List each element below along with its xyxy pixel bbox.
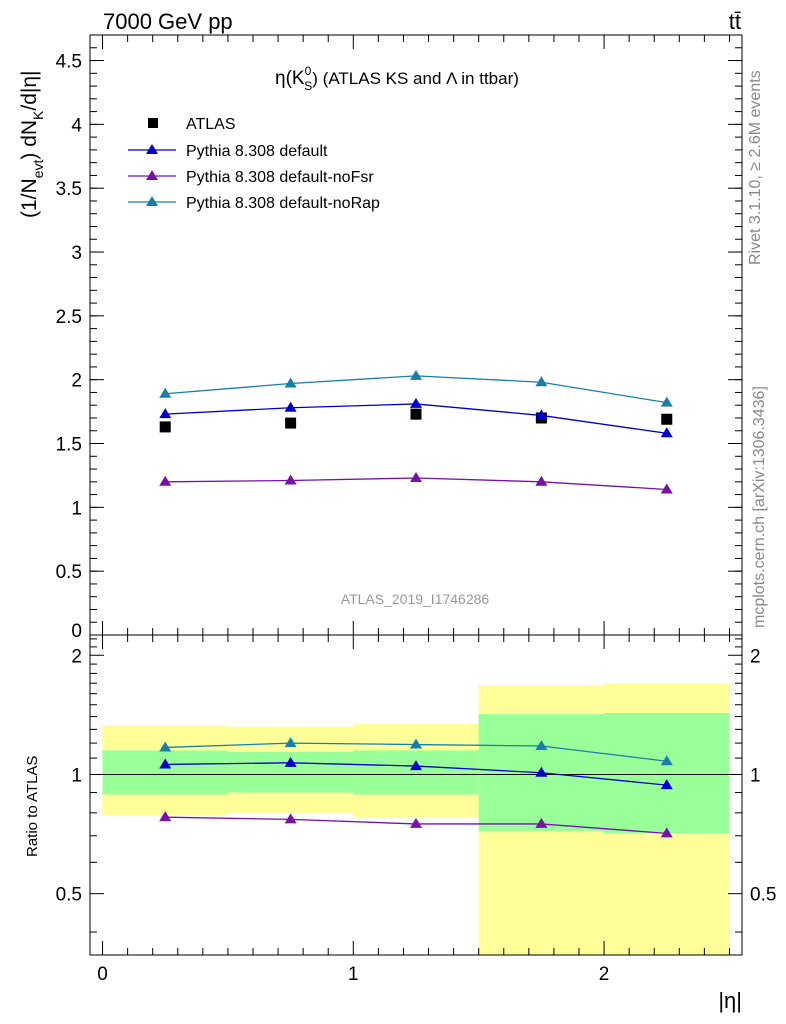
series-point-2 bbox=[284, 474, 297, 485]
ratio-series-point-0 bbox=[159, 758, 172, 769]
ylabel-part-3: ) dN bbox=[18, 120, 41, 160]
ratio-series-point-1 bbox=[159, 811, 172, 822]
main-y-tick-label: 4 bbox=[71, 115, 82, 136]
plot-title-sub: S bbox=[304, 79, 312, 93]
main-y-tick-label: 0.5 bbox=[56, 562, 82, 583]
main-y-axis-label: (1/Nevt) dNK/d|η| bbox=[18, 70, 46, 218]
legend-label-norap: Pythia 8.308 default-noRap bbox=[186, 195, 380, 212]
series-point-1 bbox=[660, 427, 673, 438]
header-process-label: tt̄ bbox=[729, 9, 741, 34]
legend-marker-triangle bbox=[146, 144, 158, 154]
series-point-1 bbox=[159, 408, 172, 419]
legend-label-default: Pythia 8.308 default bbox=[186, 143, 328, 160]
ratio-band-green bbox=[604, 712, 730, 834]
ratio-series-point-2 bbox=[284, 737, 297, 748]
legend-entry-norap: Pythia 8.308 default-noRap bbox=[128, 195, 380, 212]
main-y-tick-label: 3.5 bbox=[56, 179, 82, 200]
ylabel-part-5: /d|η| bbox=[18, 70, 41, 110]
atlas-data-point bbox=[159, 421, 171, 433]
x-tick-label: 0 bbox=[97, 964, 108, 985]
main-plot-marks bbox=[159, 369, 673, 494]
atlas-data-point bbox=[410, 408, 422, 420]
series-point-3 bbox=[159, 387, 172, 398]
series-point-1 bbox=[535, 409, 548, 420]
series-point-2 bbox=[159, 475, 172, 486]
ratio-series-point-2 bbox=[159, 741, 172, 752]
ratio-series-point-2 bbox=[660, 755, 673, 766]
main-y-tick-label: 1.5 bbox=[56, 435, 82, 456]
ratio-series-point-1 bbox=[284, 813, 297, 824]
legend: ATLAS Pythia 8.308 default Pythia 8.308 … bbox=[128, 116, 380, 212]
ratio-y-tick-label-right: 1 bbox=[750, 765, 761, 786]
ratio-axis-ticks: 0.5 0.5 1 1 2 2 0 1 2 bbox=[56, 635, 776, 985]
legend-entry-default: Pythia 8.308 default bbox=[128, 143, 328, 160]
plot-title: η(K0 S) (ATLAS KS and Λ in ttbar) bbox=[275, 64, 519, 93]
ylabel-part-2: evt bbox=[30, 160, 46, 179]
ratio-series-point-2 bbox=[410, 738, 422, 749]
rivet-version-label: Rivet 3.1.10, ≥ 2.6M events bbox=[747, 70, 764, 265]
legend-label-atlas: ATLAS bbox=[186, 116, 236, 133]
main-y-tick-label: 3 bbox=[71, 243, 82, 264]
ratio-series-point-0 bbox=[535, 766, 548, 777]
series-point-2 bbox=[535, 475, 548, 486]
x-tick-label: 2 bbox=[599, 964, 610, 985]
plot-title-main: η(K bbox=[275, 68, 305, 89]
header-energy-label: 7000 GeV pp bbox=[103, 9, 233, 34]
x-tick-label: 1 bbox=[348, 964, 359, 985]
ratio-series-point-1 bbox=[535, 817, 548, 828]
series-point-3 bbox=[660, 396, 673, 407]
ratio-plot-frame bbox=[89, 634, 743, 956]
ratio-uncertainty-bands bbox=[102, 683, 730, 955]
main-y-tick-label: 2.5 bbox=[56, 307, 82, 328]
x-axis-label: |η| bbox=[718, 988, 742, 1013]
ratio-series-point-2 bbox=[535, 739, 548, 750]
ratio-series-point-1 bbox=[410, 817, 422, 828]
ratio-panel: 0.5 0.5 1 1 2 2 0 1 2 Ratio to ATLAS |η| bbox=[24, 634, 776, 1013]
series-point-2 bbox=[410, 471, 422, 482]
atlas-data-point bbox=[661, 413, 673, 425]
legend-entry-nofsr: Pythia 8.308 default-noFsr bbox=[128, 169, 374, 186]
main-y-tick-label: 0 bbox=[71, 621, 82, 642]
series-point-3 bbox=[535, 376, 548, 387]
plot-title-sup: 0 bbox=[305, 64, 312, 78]
ratio-y-axis-label: Ratio to ATLAS bbox=[24, 756, 41, 857]
main-axis-ticks: 0 0.5 1 1.5 2 2.5 3 3.5 4 4.5 bbox=[56, 34, 742, 642]
series-point-2 bbox=[660, 483, 673, 494]
analysis-watermark: ATLAS_2019_I1746286 bbox=[341, 591, 490, 607]
ratio-series-point-0 bbox=[660, 779, 673, 790]
ratio-y-tick-label-right: 0.5 bbox=[750, 885, 776, 906]
main-panel: 00.511.522.533.544.5 η(K0 S) (ATLAS KS an… bbox=[18, 34, 743, 642]
ratio-y-tick-label: 2 bbox=[71, 646, 82, 667]
ratio-y-tick-label: 0.5 bbox=[56, 885, 82, 906]
ratio-series-point-0 bbox=[410, 760, 422, 771]
ratio-series-point-0 bbox=[284, 756, 297, 767]
mcplots-label: mcplots.cern.ch [arXiv:1306.3436] bbox=[751, 386, 768, 628]
ratio-band-green bbox=[353, 750, 479, 795]
series-point-1 bbox=[410, 397, 422, 408]
ylabel-part-1: (1/N bbox=[18, 178, 41, 218]
legend-marker-triangle bbox=[146, 196, 158, 206]
main-y-tick-label: 4.5 bbox=[56, 52, 82, 73]
legend-marker-square bbox=[148, 118, 158, 128]
ratio-y-tick-label: 1 bbox=[71, 765, 82, 786]
legend-marker-triangle bbox=[146, 170, 158, 180]
series-point-1 bbox=[284, 401, 297, 412]
main-y-tick-label: 1 bbox=[71, 498, 82, 519]
atlas-data-point bbox=[285, 417, 297, 429]
ratio-band-green bbox=[102, 750, 228, 795]
ylabel-part-4: K bbox=[30, 110, 46, 120]
ratio-y-tick-label-right: 2 bbox=[750, 646, 761, 667]
series-point-3 bbox=[284, 377, 297, 388]
plot-title-rest: ) (ATLAS KS and Λ in ttbar) bbox=[312, 69, 519, 88]
series-point-3 bbox=[410, 369, 422, 380]
main-y-tick-label: 2 bbox=[71, 371, 82, 392]
legend-entry-atlas: ATLAS bbox=[148, 116, 236, 133]
legend-label-nofsr: Pythia 8.308 default-noFsr bbox=[186, 169, 374, 186]
ratio-plot-marks bbox=[159, 737, 673, 838]
ratio-series-point-1 bbox=[660, 827, 673, 838]
